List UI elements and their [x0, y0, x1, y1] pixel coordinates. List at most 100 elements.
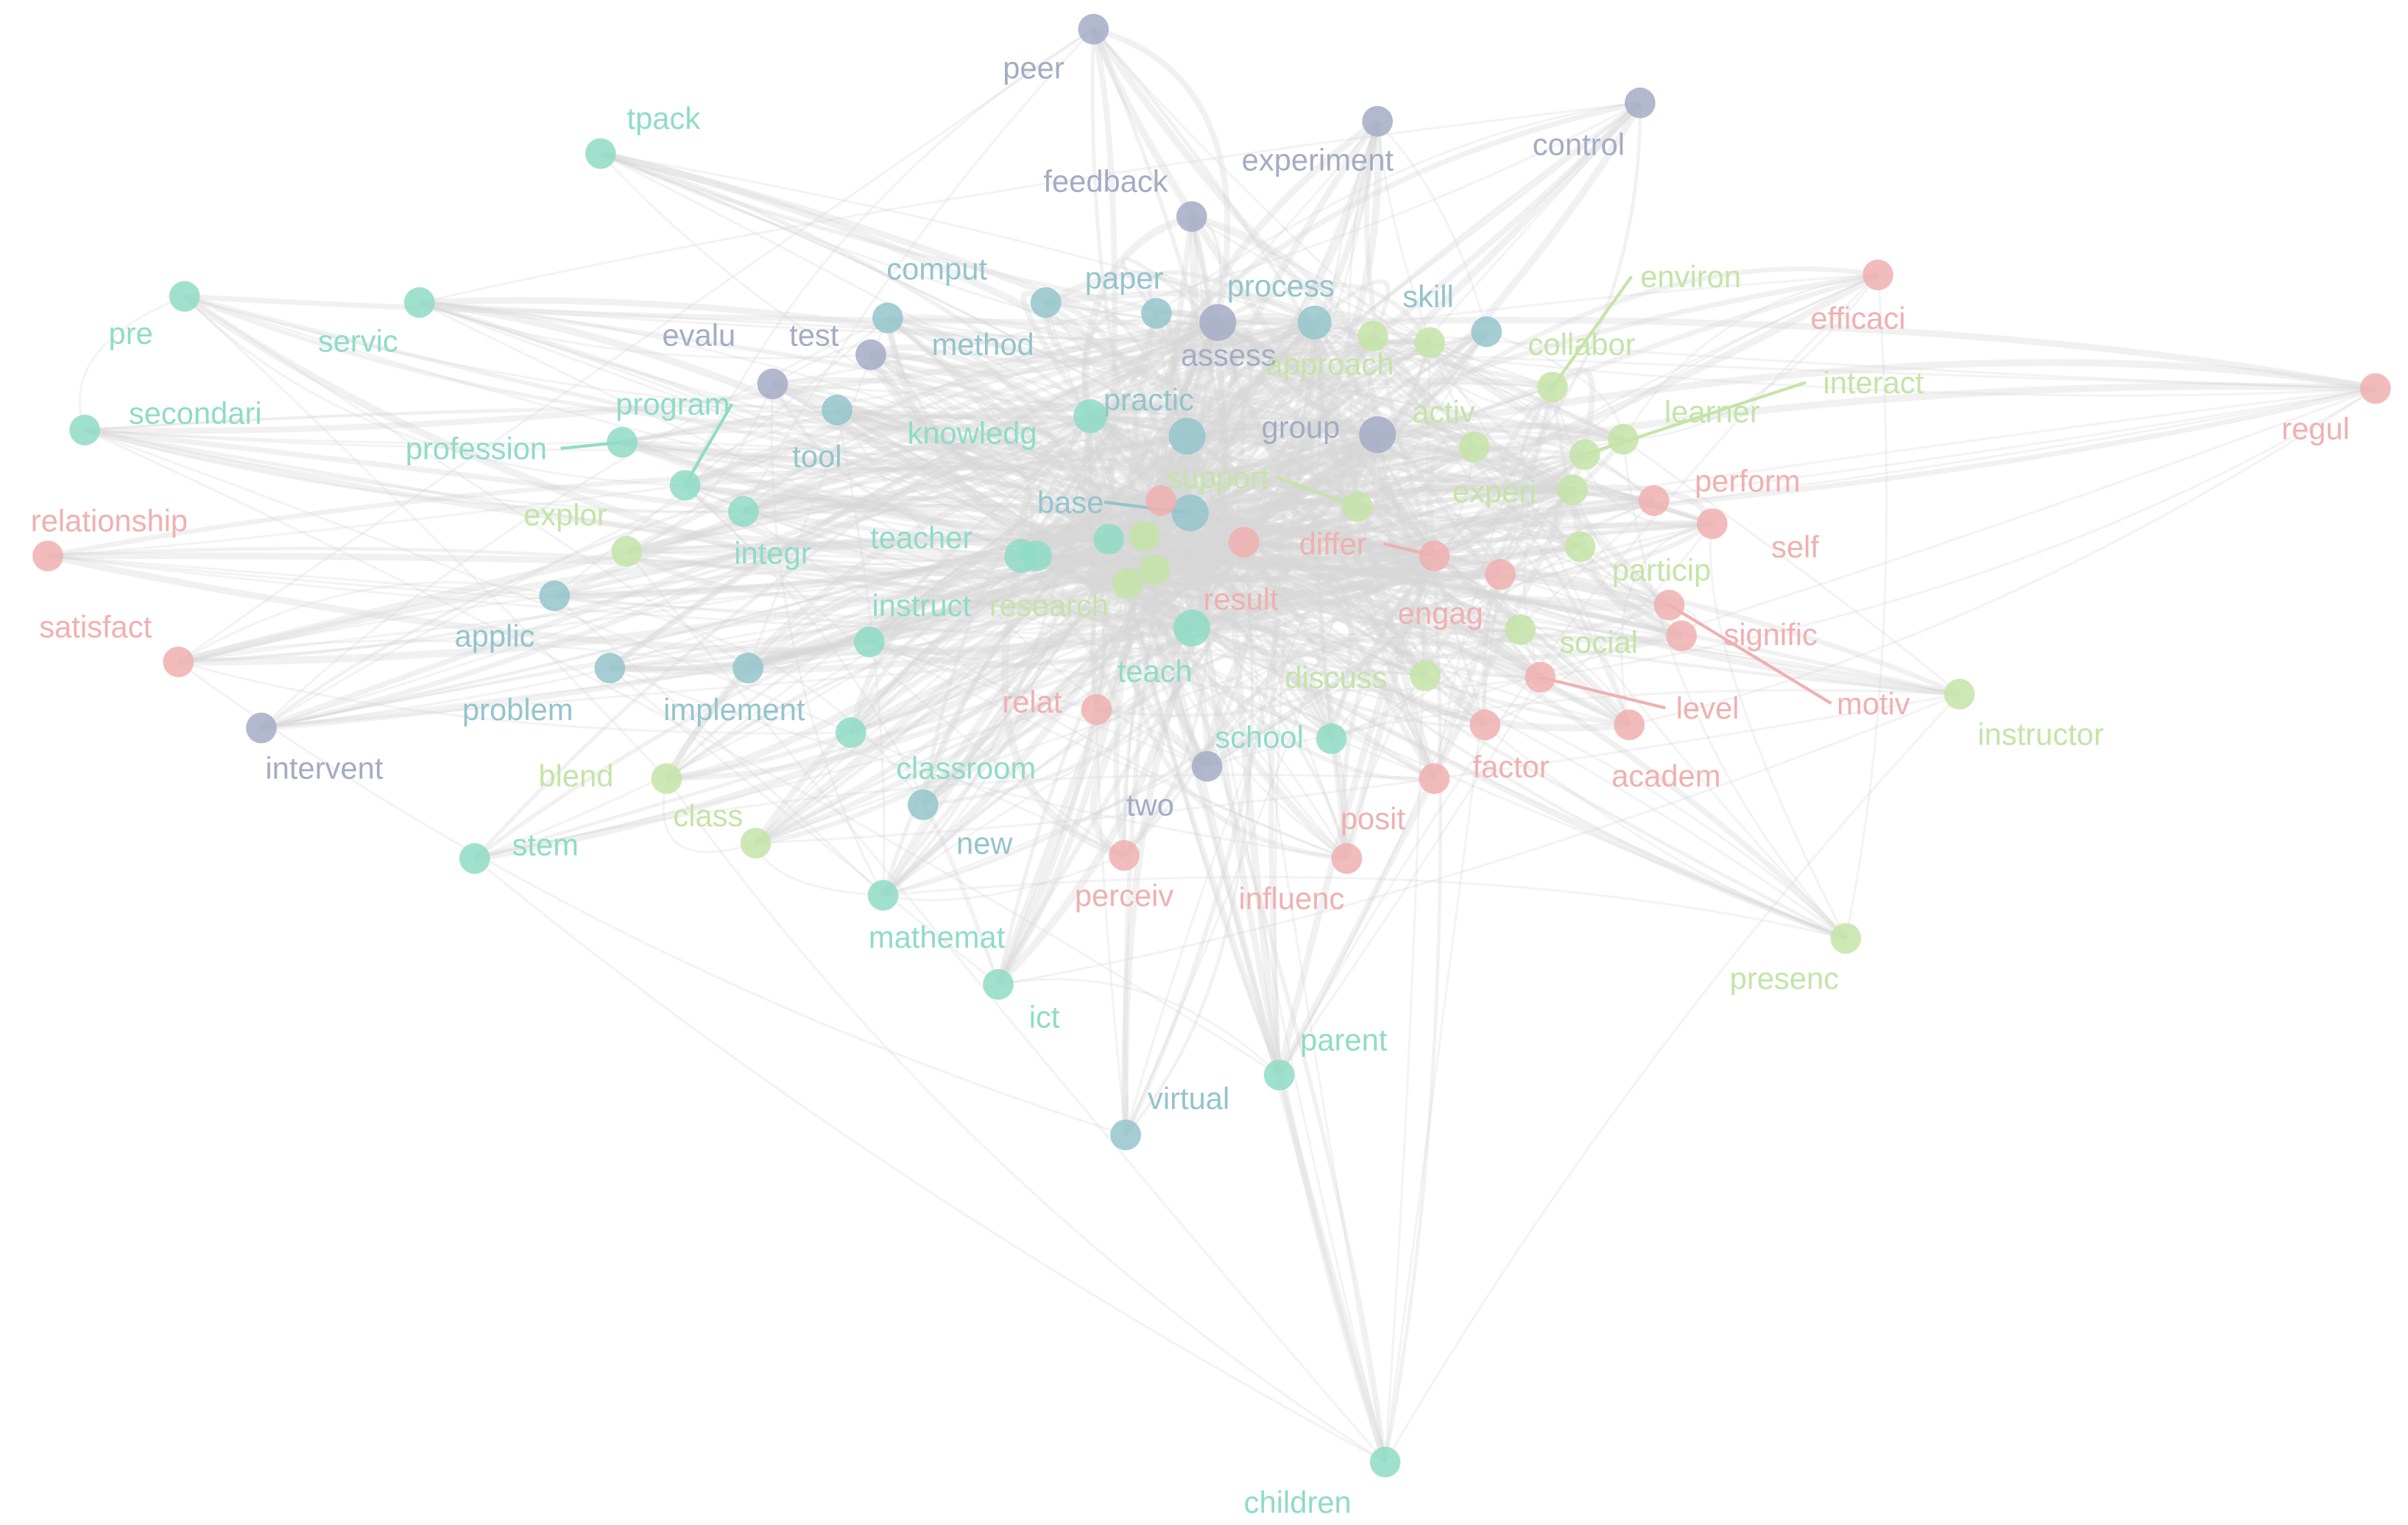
node-method[interactable]	[1030, 287, 1062, 318]
node-base[interactable]	[1171, 494, 1209, 532]
node-node-77[interactable]	[1129, 521, 1160, 552]
edge	[755, 842, 883, 897]
node-test[interactable]	[855, 339, 886, 370]
node-ict[interactable]	[983, 969, 1014, 1000]
edge	[1216, 320, 1573, 493]
node-tpack[interactable]	[585, 138, 616, 169]
node-intervent[interactable]	[246, 712, 277, 744]
node-servic[interactable]	[403, 287, 435, 318]
node-relat[interactable]	[1081, 694, 1112, 725]
node-instructor[interactable]	[1943, 678, 1975, 710]
edge	[1190, 599, 1543, 680]
node-knowledg[interactable]	[1073, 399, 1108, 434]
node-explor[interactable]	[611, 535, 643, 567]
node-pre[interactable]	[169, 281, 200, 312]
node-efficaci[interactable]	[1863, 259, 1893, 291]
node-perform[interactable]	[1638, 485, 1670, 516]
node-research[interactable]	[1112, 568, 1143, 599]
node-approach[interactable]	[1357, 320, 1388, 352]
node-group[interactable]	[1359, 416, 1397, 454]
node-integr[interactable]	[727, 496, 759, 527]
node-node-80[interactable]	[1021, 540, 1053, 571]
node-discuss[interactable]	[1409, 660, 1441, 691]
node-collabor[interactable]	[1414, 327, 1445, 358]
edge	[1384, 574, 1502, 1462]
node-paper[interactable]	[1140, 297, 1172, 329]
node-practic[interactable]	[1168, 418, 1206, 455]
node-peer[interactable]	[1078, 13, 1109, 45]
node-problem[interactable]	[594, 652, 626, 684]
edge	[1020, 415, 1092, 557]
node-implement[interactable]	[732, 652, 763, 684]
node-influenc[interactable]	[1331, 842, 1363, 874]
node-posit[interactable]	[1419, 763, 1450, 795]
node-engag[interactable]	[1485, 559, 1516, 590]
node-profession[interactable]	[607, 426, 638, 458]
node-new[interactable]	[907, 789, 939, 820]
node-motiv[interactable]	[1653, 589, 1685, 621]
node-activ[interactable]	[1458, 432, 1490, 462]
node-secondari[interactable]	[69, 415, 100, 445]
node-parent[interactable]	[1263, 1060, 1295, 1091]
node-applic[interactable]	[539, 580, 571, 612]
node-presenc[interactable]	[1830, 923, 1862, 954]
node-school[interactable]	[1316, 723, 1347, 755]
edge	[1338, 432, 1427, 679]
node-relationship[interactable]	[32, 540, 63, 571]
edge	[1107, 382, 2376, 543]
node-node-76[interactable]	[1093, 524, 1125, 554]
node-evalu[interactable]	[757, 368, 788, 400]
node-blend[interactable]	[651, 763, 682, 795]
node-differ[interactable]	[1419, 540, 1450, 571]
node-class[interactable]	[740, 828, 772, 859]
node-experiment[interactable]	[1362, 105, 1394, 137]
node-level[interactable]	[1525, 661, 1556, 693]
node-node-79[interactable]	[1145, 485, 1176, 516]
edge	[1122, 553, 1436, 857]
node-feedback[interactable]	[1176, 201, 1207, 232]
node-environ[interactable]	[1537, 371, 1568, 403]
node-tool[interactable]	[822, 394, 852, 426]
node-academ[interactable]	[1614, 709, 1645, 741]
node-satisfact[interactable]	[163, 647, 194, 677]
edge	[1020, 554, 1486, 728]
node-experi[interactable]	[1557, 474, 1588, 506]
node-instruct[interactable]	[853, 626, 885, 658]
node-learner[interactable]	[1608, 423, 1639, 455]
node-interact[interactable]	[1569, 439, 1600, 471]
edge	[47, 484, 685, 557]
node-self[interactable]	[1696, 508, 1728, 540]
node-comput[interactable]	[872, 302, 903, 334]
node-children[interactable]	[1369, 1446, 1401, 1478]
node-program[interactable]	[669, 470, 701, 501]
node-signific[interactable]	[1666, 620, 1697, 652]
node-result[interactable]	[1228, 526, 1260, 558]
edge	[1044, 270, 1221, 325]
node-particip[interactable]	[1564, 531, 1596, 563]
node-assess[interactable]	[1199, 303, 1237, 342]
node-two[interactable]	[1191, 750, 1223, 782]
edge	[610, 432, 1379, 671]
node-mathemat[interactable]	[867, 880, 899, 911]
node-social[interactable]	[1505, 614, 1536, 645]
label-instruct: instruct	[872, 588, 972, 622]
node-process[interactable]	[1297, 306, 1332, 339]
edge	[419, 301, 1193, 630]
node-perceiv[interactable]	[1109, 839, 1140, 871]
node-support[interactable]	[1342, 491, 1373, 523]
node-stem[interactable]	[459, 842, 490, 874]
edge	[1154, 487, 1573, 572]
node-node-78[interactable]	[1139, 554, 1171, 585]
node-virtual[interactable]	[1110, 1119, 1141, 1151]
node-factor[interactable]	[1469, 709, 1501, 741]
node-classroom[interactable]	[835, 716, 866, 748]
edge	[870, 351, 1158, 572]
label-children: children	[1244, 1485, 1352, 1519]
node-teach[interactable]	[1173, 609, 1210, 647]
edge	[1433, 554, 1542, 678]
edge	[261, 545, 1581, 730]
node-control[interactable]	[1624, 87, 1656, 119]
node-skill[interactable]	[1471, 316, 1503, 348]
edge	[1096, 555, 1436, 717]
node-regul[interactable]	[2359, 373, 2391, 404]
